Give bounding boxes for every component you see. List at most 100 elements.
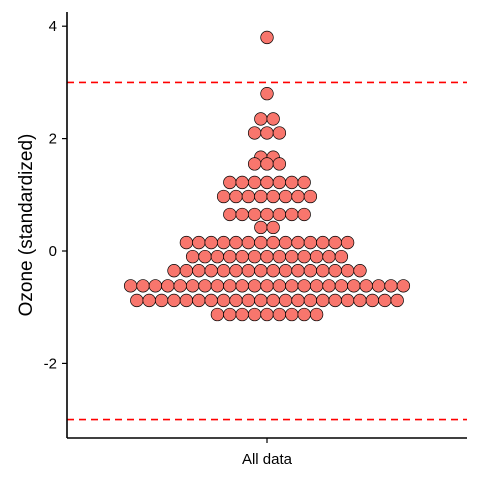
data-point xyxy=(180,294,193,307)
data-point xyxy=(348,280,361,293)
data-point xyxy=(236,208,249,221)
data-point xyxy=(273,127,286,140)
data-point xyxy=(199,250,212,263)
data-point xyxy=(292,294,305,307)
data-point xyxy=(279,190,292,203)
data-point xyxy=(286,208,299,221)
data-point xyxy=(354,294,367,307)
data-point xyxy=(242,236,255,249)
data-point xyxy=(298,308,311,321)
data-point xyxy=(248,176,261,189)
y-axis-ticks: 4 2 0 -2 xyxy=(44,18,67,372)
data-point xyxy=(329,264,342,277)
data-point xyxy=(323,250,336,263)
data-point xyxy=(193,236,206,249)
data-point xyxy=(267,113,280,126)
data-point xyxy=(317,264,330,277)
data-point xyxy=(180,264,193,277)
data-point xyxy=(273,208,286,221)
data-point xyxy=(199,280,212,293)
data-point xyxy=(298,250,311,263)
data-point xyxy=(174,280,187,293)
data-point xyxy=(366,294,379,307)
data-point xyxy=(236,176,249,189)
data-point xyxy=(242,190,255,203)
data-point xyxy=(230,236,243,249)
data-points xyxy=(124,31,409,321)
data-point xyxy=(397,280,410,293)
data-point xyxy=(279,236,292,249)
data-point xyxy=(242,294,255,307)
data-point xyxy=(168,264,181,277)
data-point xyxy=(279,264,292,277)
y-tick-label: 4 xyxy=(49,18,57,35)
data-point xyxy=(323,280,336,293)
data-point xyxy=(186,250,199,263)
data-point xyxy=(261,208,274,221)
data-point xyxy=(267,236,280,249)
data-point xyxy=(131,294,144,307)
data-point xyxy=(354,264,367,277)
data-point xyxy=(224,280,237,293)
data-point xyxy=(193,264,206,277)
data-point xyxy=(360,280,373,293)
data-point xyxy=(230,190,243,203)
data-point xyxy=(248,280,261,293)
data-point xyxy=(261,250,274,263)
data-point xyxy=(273,158,286,171)
data-point xyxy=(186,280,199,293)
data-point xyxy=(205,264,218,277)
data-point xyxy=(310,280,323,293)
data-point xyxy=(292,264,305,277)
data-point xyxy=(124,280,137,293)
data-point xyxy=(286,176,299,189)
data-point xyxy=(224,208,237,221)
data-point xyxy=(261,280,274,293)
data-point xyxy=(310,308,323,321)
y-axis-title: Ozone (standardized) xyxy=(16,134,37,317)
data-point xyxy=(341,236,354,249)
data-point xyxy=(261,87,274,100)
data-point xyxy=(298,208,311,221)
y-tick-label: 0 xyxy=(49,243,57,260)
data-point xyxy=(304,190,317,203)
data-point xyxy=(217,190,230,203)
data-point xyxy=(310,250,323,263)
data-point xyxy=(224,250,237,263)
data-point xyxy=(217,264,230,277)
data-point xyxy=(317,236,330,249)
data-point xyxy=(261,31,274,44)
y-tick-label: 2 xyxy=(49,131,57,148)
data-point xyxy=(317,294,330,307)
data-point xyxy=(137,280,150,293)
data-point xyxy=(224,308,237,321)
data-point xyxy=(205,236,218,249)
data-point xyxy=(279,294,292,307)
data-point xyxy=(236,308,249,321)
data-point xyxy=(248,250,261,263)
data-point xyxy=(248,127,261,140)
data-point xyxy=(304,236,317,249)
data-point xyxy=(254,113,267,126)
data-point xyxy=(168,294,181,307)
data-point xyxy=(211,250,224,263)
data-point xyxy=(224,176,237,189)
data-point xyxy=(379,294,392,307)
data-point xyxy=(286,280,299,293)
data-point xyxy=(267,190,280,203)
data-point xyxy=(236,250,249,263)
data-point xyxy=(193,294,206,307)
data-point xyxy=(236,280,249,293)
data-point xyxy=(217,236,230,249)
data-point xyxy=(254,190,267,203)
data-point xyxy=(273,250,286,263)
data-point xyxy=(304,264,317,277)
data-point xyxy=(286,308,299,321)
data-point xyxy=(248,208,261,221)
data-point xyxy=(261,158,274,171)
data-point xyxy=(248,308,261,321)
data-point xyxy=(304,294,317,307)
data-point xyxy=(261,308,274,321)
data-point xyxy=(273,176,286,189)
